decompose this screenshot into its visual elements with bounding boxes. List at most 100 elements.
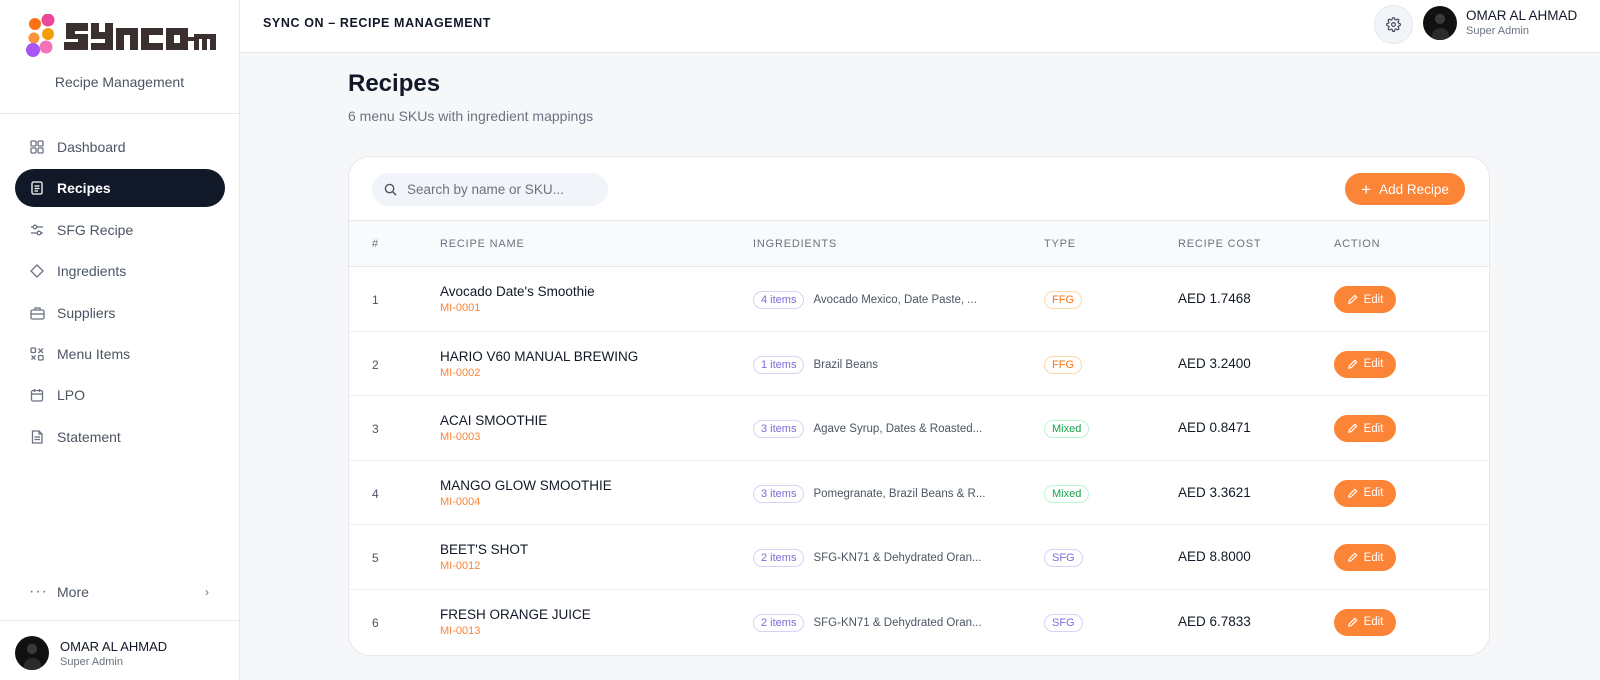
sidebar-item-recipes[interactable]: Recipes	[15, 169, 225, 208]
row-number: 4	[372, 486, 379, 501]
search-icon	[384, 183, 397, 196]
brand-area: Recipe Management	[0, 0, 239, 114]
col-header-ingredients: INGREDIENTS	[753, 238, 837, 250]
recipes-card: + Add Recipe # RECIPE NAME INGREDIENTS T…	[348, 156, 1490, 656]
recipe-name: ACAI SMOOTHIE	[440, 413, 548, 429]
recipe-name: HARIO V60 MANUAL BREWING	[440, 348, 639, 364]
table-row[interactable]: 2 HARIO V60 MANUAL BREWING MI-0002 1 ite…	[349, 332, 1489, 397]
recipe-cost: AED 0.8471	[1178, 420, 1251, 436]
sidebar-item-sfg-recipe[interactable]: SFG Recipe	[15, 211, 225, 249]
page-title: Recipes	[348, 70, 441, 97]
recipe-name: FRESH ORANGE JUICE	[440, 606, 591, 622]
more-dots-icon: ···	[29, 583, 48, 600]
type-badge: FFG	[1044, 355, 1082, 374]
edit-label: Edit	[1363, 487, 1384, 500]
recipe-cost: AED 8.8000	[1178, 549, 1251, 565]
edit-button[interactable]: Edit	[1334, 350, 1396, 378]
items-count-badge: 2 items	[753, 549, 805, 568]
items-count-badge: 3 items	[753, 420, 805, 439]
briefcase-icon	[29, 305, 45, 321]
gear-icon	[1386, 17, 1401, 32]
row-number: 2	[372, 357, 379, 372]
recipe-name: BEET'S SHOT	[440, 542, 529, 558]
pencil-icon	[1347, 552, 1358, 563]
table-row[interactable]: 6 FRESH ORANGE JUICE MI-0013 2 items SFG…	[349, 590, 1489, 655]
sidebar-item-statement[interactable]: Statement	[15, 418, 225, 456]
sidebar-user[interactable]: OMAR AL AHMAD Super Admin	[0, 620, 239, 680]
edit-button[interactable]: Edit	[1334, 479, 1396, 507]
col-header-type: TYPE	[1044, 238, 1076, 250]
table-row[interactable]: 5 BEET'S SHOT MI-0012 2 items SFG-KN71 &…	[349, 525, 1489, 590]
ingredients-summary: Avocado Mexico, Date Paste, ...	[813, 294, 977, 306]
pencil-icon	[1347, 294, 1358, 304]
edit-button[interactable]: Edit	[1334, 608, 1396, 636]
avatar	[1423, 6, 1457, 40]
chevron-right-icon: ›	[205, 585, 209, 599]
document-icon	[29, 180, 45, 196]
edit-button[interactable]: Edit	[1334, 415, 1396, 443]
diamond-icon	[29, 263, 45, 279]
sidebar-item-lpo[interactable]: LPO	[15, 376, 225, 414]
row-number: 3	[372, 422, 379, 437]
add-recipe-button[interactable]: + Add Recipe	[1345, 173, 1465, 205]
sidebar-more[interactable]: ··· More ›	[15, 574, 225, 610]
ingredients-summary: Pomegranate, Brazil Beans & R...	[813, 487, 986, 500]
pencil-icon	[1347, 617, 1358, 627]
sidebar-item-label: Dashboard	[57, 139, 126, 155]
settings-button[interactable]	[1374, 5, 1413, 44]
table-row[interactable]: 3 ACAI SMOOTHIE MI-0003 3 items Agave Sy…	[349, 396, 1489, 461]
recipe-sku: MI-0013	[440, 624, 481, 637]
recipe-sku: MI-0012	[440, 560, 481, 573]
ingredients-cell: 3 items Agave Syrup, Dates & Roasted...	[753, 420, 982, 439]
row-number: 5	[372, 551, 379, 566]
type-badge: Mixed	[1044, 484, 1090, 503]
recipe-sku: MI-0001	[440, 302, 481, 314]
type-badge: SFG	[1044, 549, 1083, 568]
items-count-badge: 4 items	[753, 291, 805, 309]
recipe-name: Avocado Date's Smoothie	[440, 284, 595, 299]
search-box[interactable]	[372, 173, 608, 206]
items-count-badge: 1 items	[753, 355, 805, 374]
table-row[interactable]: 1 Avocado Date's Smoothie MI-0001 4 item…	[349, 267, 1489, 332]
ingredients-cell: 2 items SFG-KN71 & Dehydrated Oran...	[753, 549, 982, 568]
sidebar-nav: Dashboard Recipes SFG Recipe Ingredients…	[15, 128, 225, 459]
edit-button[interactable]: Edit	[1334, 544, 1396, 572]
ingredients-cell: 4 items Avocado Mexico, Date Paste, ...	[753, 291, 977, 309]
sidebar-item-label: Recipes	[57, 180, 111, 197]
recipe-sku: MI-0003	[440, 431, 481, 444]
edit-button[interactable]: Edit	[1334, 286, 1396, 313]
edit-label: Edit	[1363, 293, 1384, 306]
edit-label: Edit	[1363, 616, 1384, 629]
edit-label: Edit	[1363, 422, 1384, 435]
table-row[interactable]: 4 MANGO GLOW SMOOTHIE MI-0004 3 items Po…	[349, 461, 1489, 526]
type-badge: FFG	[1044, 291, 1082, 309]
table-body: 1 Avocado Date's Smoothie MI-0001 4 item…	[349, 267, 1489, 655]
user-role: Super Admin	[60, 656, 123, 668]
calendar-icon	[29, 387, 45, 403]
pencil-icon	[1347, 488, 1358, 498]
items-count-badge: 3 items	[753, 484, 805, 503]
sync-on-logo[interactable]	[24, 14, 220, 60]
col-header-recipe-name: RECIPE NAME	[440, 238, 525, 250]
row-number: 6	[372, 615, 379, 630]
ingredients-summary: SFG-KN71 & Dehydrated Oran...	[813, 552, 982, 565]
sidebar-item-dashboard[interactable]: Dashboard	[15, 128, 225, 166]
row-number: 1	[372, 293, 379, 307]
user-name: OMAR AL AHMAD	[1466, 8, 1578, 23]
menu-grid-icon	[29, 346, 45, 362]
recipe-sku: MI-0002	[440, 366, 481, 379]
sidebar-item-label: LPO	[57, 387, 86, 404]
page-subtitle: 6 menu SKUs with ingredient mappings	[348, 108, 594, 124]
sidebar-item-ingredients[interactable]: Ingredients	[15, 252, 225, 290]
grid-icon	[29, 139, 45, 155]
sidebar-item-menu-items[interactable]: Menu Items	[15, 335, 225, 373]
ingredients-cell: 3 items Pomegranate, Brazil Beans & R...	[753, 484, 986, 503]
sidebar-item-suppliers[interactable]: Suppliers	[15, 294, 225, 332]
items-count-badge: 2 items	[753, 613, 805, 632]
search-input[interactable]	[407, 182, 597, 197]
type-badge: SFG	[1044, 613, 1083, 632]
sidebar-item-label: Ingredients	[57, 263, 127, 280]
ingredients-cell: 1 items Brazil Beans	[753, 355, 878, 374]
sidebar-item-label: Statement	[57, 428, 121, 445]
more-label: More	[57, 584, 89, 600]
